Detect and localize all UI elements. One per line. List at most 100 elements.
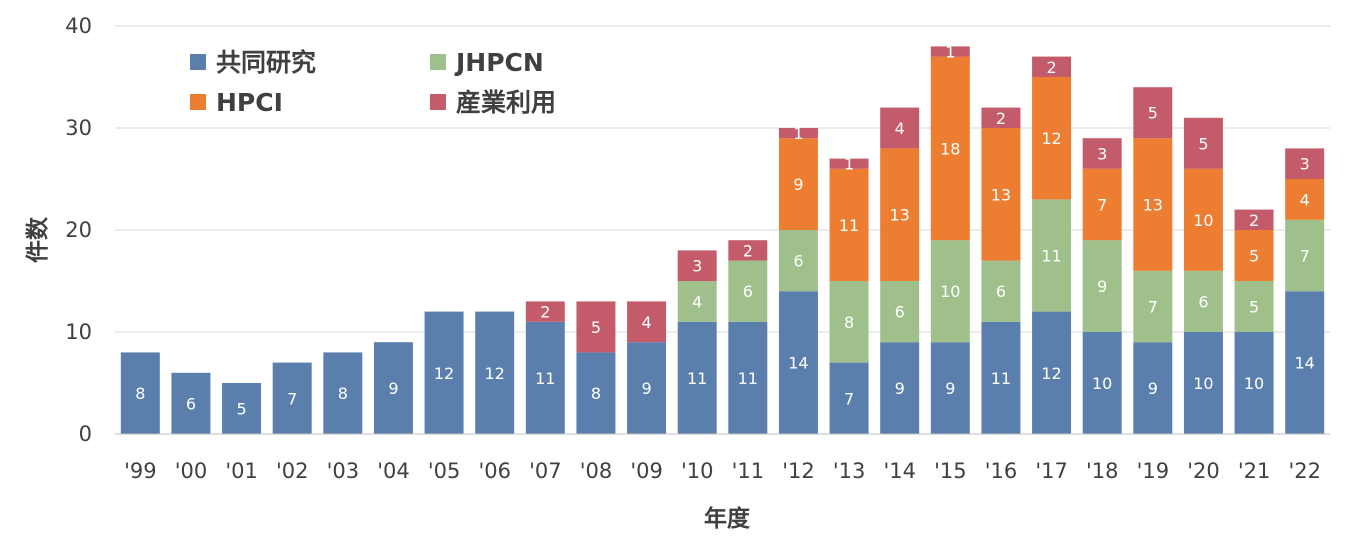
- bar-segment: [1285, 148, 1325, 179]
- data-label: 6: [186, 394, 196, 413]
- data-label: 4: [692, 292, 702, 311]
- bar-segment: [829, 168, 869, 281]
- y-tick-label: 10: [65, 320, 92, 344]
- data-label: 3: [1300, 155, 1310, 174]
- data-label: 5: [1198, 134, 1208, 153]
- data-label: 11: [1041, 247, 1061, 266]
- x-tick-label: '07: [529, 459, 562, 483]
- data-label: 4: [1300, 190, 1310, 209]
- legend-label: 共同研究: [216, 48, 316, 77]
- x-tick-label: '04: [377, 459, 410, 483]
- data-label: 13: [991, 185, 1011, 204]
- x-tick-label: '03: [327, 459, 360, 483]
- data-label: 7: [1148, 298, 1158, 317]
- bar-segment: [525, 321, 565, 434]
- data-label: 7: [1300, 247, 1310, 266]
- data-label: 2: [996, 109, 1006, 128]
- bar-segment: [778, 138, 818, 230]
- bar-segment: [171, 372, 211, 434]
- bar-segment: [677, 281, 717, 322]
- x-tick-label: '21: [1238, 459, 1271, 483]
- bar-segment: [880, 107, 920, 149]
- x-tick-label: '19: [1137, 459, 1170, 483]
- y-tick-label: 20: [65, 218, 92, 242]
- data-label: 3: [692, 257, 702, 276]
- bar-segment: [272, 362, 312, 434]
- bar-segment: [1133, 138, 1173, 271]
- legend-label: JHPCN: [454, 48, 544, 77]
- bar-segment: [981, 107, 1021, 128]
- bar-segment: [880, 281, 920, 343]
- bar-segment: [424, 311, 464, 434]
- gridlines: [115, 25, 1330, 333]
- data-label: 5: [236, 400, 246, 419]
- data-label: 2: [1249, 211, 1259, 230]
- bar-segment: [728, 321, 768, 434]
- data-label: 7: [844, 389, 854, 408]
- bar-segment: [1032, 311, 1072, 434]
- data-label: 1: [793, 124, 803, 143]
- bar-segment: [373, 342, 413, 434]
- bar-segment: [880, 148, 920, 281]
- data-label: 6: [1198, 292, 1208, 311]
- data-label: 14: [788, 354, 808, 373]
- bar-segment: [677, 250, 717, 281]
- x-tick-label: '22: [1288, 459, 1321, 483]
- legend-swatch: [430, 94, 446, 110]
- data-label: 6: [793, 252, 803, 271]
- data-label: 6: [996, 282, 1006, 301]
- data-label: 10: [1092, 374, 1112, 393]
- data-label: 12: [485, 364, 505, 383]
- data-label: 18: [940, 139, 960, 158]
- data-label: 5: [1148, 104, 1158, 123]
- y-tick-label: 40: [65, 14, 92, 38]
- legend-label: HPCI: [216, 88, 283, 117]
- bar-segment: [627, 342, 667, 434]
- bar-segment: [627, 301, 667, 343]
- data-label: 5: [1249, 247, 1259, 266]
- bar-segment: [778, 291, 818, 434]
- bar-segment: [1234, 332, 1274, 434]
- data-label: 4: [641, 313, 651, 332]
- data-label: 8: [591, 384, 601, 403]
- x-tick-label: '16: [985, 459, 1018, 483]
- data-label: 6: [895, 303, 905, 322]
- data-label: 9: [641, 379, 651, 398]
- data-label: 2: [743, 241, 753, 260]
- bar-segment: [930, 240, 970, 343]
- bar-segment: [1285, 291, 1325, 434]
- x-tick-label: '15: [934, 459, 967, 483]
- x-tick-label: '10: [681, 459, 714, 483]
- data-label: 8: [135, 384, 145, 403]
- bar-segment: [1133, 342, 1173, 434]
- bar-segment: [728, 240, 768, 261]
- x-tick-label: '17: [1035, 459, 1068, 483]
- data-label: 7: [287, 389, 297, 408]
- legend-label: 産業利用: [456, 88, 556, 117]
- bar-segment: [829, 158, 869, 169]
- bar-segment: [1183, 270, 1223, 332]
- bar-segment: [1234, 230, 1274, 281]
- bar-segment: [981, 260, 1021, 322]
- x-tick-label: '14: [883, 459, 916, 483]
- bar-segment: [829, 281, 869, 363]
- axes: 0 10 20 30 40 '99 '00 '01 '02 '03 '04 '05 '06 '07 '08 '…: [65, 14, 1330, 483]
- bar-segment: [323, 352, 363, 434]
- x-tick-label: '06: [478, 459, 511, 483]
- data-label: 2: [1046, 58, 1056, 77]
- bar-segment: [1032, 199, 1072, 312]
- bar-segment: [1183, 332, 1223, 434]
- data-label: 10: [1193, 374, 1213, 393]
- bar-segment: [778, 230, 818, 292]
- data-label: 8: [844, 313, 854, 332]
- data-label: 11: [687, 369, 707, 388]
- bar-segment: [778, 128, 818, 139]
- data-label: 9: [793, 175, 803, 194]
- x-tick-label: '01: [225, 459, 258, 483]
- bar-segment: [981, 321, 1021, 434]
- x-tick-label: '12: [782, 459, 815, 483]
- bar-segment: [1032, 77, 1072, 200]
- y-tick-label: 0: [79, 422, 92, 446]
- x-tick-label: '09: [630, 459, 663, 483]
